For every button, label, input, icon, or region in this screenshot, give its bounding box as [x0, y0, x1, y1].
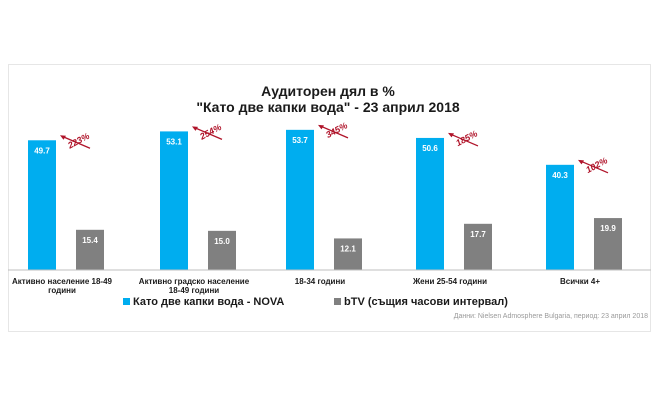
bar-btv-1 [76, 229, 104, 270]
growth-arrowhead-5 [578, 159, 584, 165]
bar-btv-2 [208, 230, 236, 270]
category-label-1-line-1: Активно население 18-49 [12, 277, 113, 286]
growth-arrowhead-4 [448, 132, 454, 138]
category-label-5-line-1: Всички 4+ [560, 277, 600, 286]
bars-layer [28, 129, 622, 270]
bar-nova-1 [28, 140, 56, 270]
chart-frame [8, 64, 651, 332]
bar-nova-3 [286, 129, 314, 270]
growth-arrow-1 [61, 135, 91, 149]
bar-btv-3 [334, 238, 362, 270]
growth-arrow-2 [193, 126, 223, 141]
growth-arrow-4 [449, 133, 479, 147]
category-label-2-line-2: 18-49 години [169, 286, 220, 295]
value-label-nova-2: 53.1 [166, 137, 182, 146]
category-label-3-line-1: 18-34 години [295, 277, 346, 286]
source-note: Данни: Nielsen Admosphere Bulgaria, пери… [454, 313, 648, 320]
legend-swatch-nova [123, 298, 130, 305]
value-label-btv-5: 19.9 [600, 224, 616, 233]
legend-label-btv: bTV (същия часови интервал) [344, 296, 508, 308]
category-label-4-line-1: Жени 25-54 години [412, 277, 487, 286]
legend-swatch-btv [334, 298, 341, 305]
value-label-nova-4: 50.6 [422, 144, 438, 153]
chart-title: Аудиторен дял в % [261, 83, 395, 99]
growth-label-2: 254% [197, 122, 223, 142]
growth-label-1: 223% [65, 131, 91, 151]
bar-nova-4 [416, 137, 444, 270]
growth-arrowhead-1 [60, 135, 66, 140]
value-label-btv-2: 15.0 [214, 237, 230, 246]
value-label-btv-4: 17.7 [470, 230, 486, 239]
growth-arrowhead-2 [192, 126, 198, 131]
bar-btv-4 [464, 223, 492, 270]
growth-arrowhead-3 [318, 124, 324, 130]
value-label-btv-1: 15.4 [82, 236, 98, 245]
bar-nova-5 [546, 164, 574, 270]
bar-btv-5 [594, 218, 622, 270]
value-label-nova-5: 40.3 [552, 171, 568, 180]
legend: Като две капки вода - NOVA bTV (същия час… [123, 296, 508, 308]
value-label-nova-3: 53.7 [292, 136, 308, 145]
bar-nova-2 [160, 131, 188, 270]
category-label-2-line-1: Активно градско население [139, 277, 250, 286]
category-label-1-line-2: години [48, 286, 76, 295]
growth-arrow-3 [319, 125, 349, 139]
value-label-btv-3: 12.1 [340, 244, 356, 253]
legend-label-nova: Като две капки вода - NOVA [133, 296, 284, 308]
chart-subtitle: "Като две капки вода" - 23 април 2018 [196, 99, 460, 115]
growth-arrow-5 [579, 160, 609, 174]
value-label-nova-1: 49.7 [34, 146, 50, 155]
